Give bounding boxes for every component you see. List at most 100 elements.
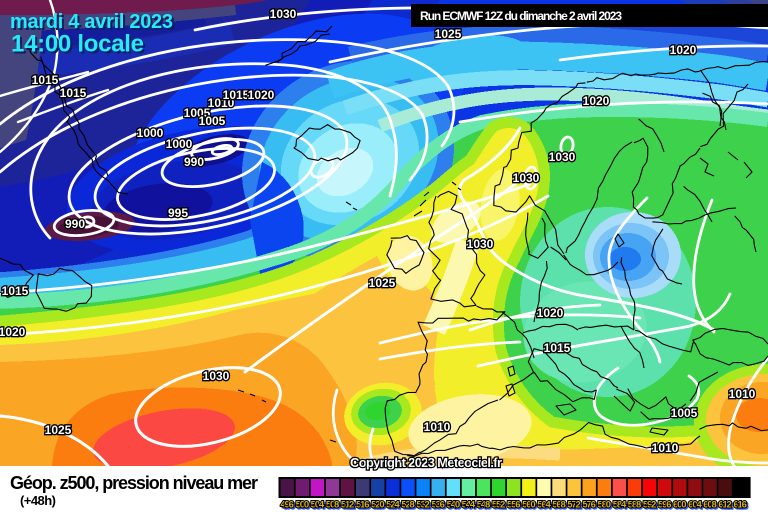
svg-text:512: 512 bbox=[341, 500, 355, 511]
svg-text:Run ECMWF 12Z du dimanche 2 av: Run ECMWF 12Z du dimanche 2 avril 2023 bbox=[420, 9, 622, 23]
svg-text:604: 604 bbox=[688, 500, 702, 511]
svg-text:592: 592 bbox=[644, 501, 658, 512]
svg-text:572: 572 bbox=[569, 501, 583, 512]
svg-text:1030: 1030 bbox=[549, 150, 576, 164]
svg-text:608: 608 bbox=[705, 501, 719, 512]
svg-text:588: 588 bbox=[628, 500, 642, 511]
svg-text:600: 600 bbox=[674, 501, 688, 512]
svg-text:576: 576 bbox=[582, 500, 596, 511]
svg-text:1020: 1020 bbox=[537, 306, 564, 320]
svg-text:524: 524 bbox=[386, 500, 400, 511]
svg-text:1020: 1020 bbox=[0, 325, 26, 339]
svg-text:568: 568 bbox=[552, 500, 566, 511]
svg-text:mardi 4 avril 2023: mardi 4 avril 2023 bbox=[12, 13, 175, 35]
svg-text:Copyright 2023 Meteociel.fr: Copyright 2023 Meteociel.fr bbox=[350, 455, 502, 470]
svg-text:524: 524 bbox=[388, 501, 402, 512]
svg-text:mardi 4 avril 2023: mardi 4 avril 2023 bbox=[10, 11, 173, 33]
svg-text:540: 540 bbox=[448, 501, 462, 512]
svg-text:1015: 1015 bbox=[60, 86, 87, 100]
svg-text:14:00 locale: 14:00 locale bbox=[11, 31, 144, 58]
svg-text:552: 552 bbox=[493, 501, 507, 512]
svg-text:1025: 1025 bbox=[369, 276, 396, 290]
svg-text:1000: 1000 bbox=[137, 126, 164, 140]
svg-text:508: 508 bbox=[326, 500, 340, 511]
svg-text:560: 560 bbox=[522, 500, 536, 511]
svg-text:(+48h): (+48h) bbox=[20, 493, 56, 508]
svg-text:516: 516 bbox=[357, 501, 371, 512]
svg-text:1020: 1020 bbox=[583, 94, 610, 108]
svg-text:500: 500 bbox=[297, 501, 311, 512]
svg-text:1020: 1020 bbox=[670, 43, 697, 57]
svg-text:1030: 1030 bbox=[513, 171, 540, 185]
svg-text:1015: 1015 bbox=[32, 73, 59, 87]
svg-text:1010: 1010 bbox=[729, 387, 756, 401]
svg-text:576: 576 bbox=[584, 501, 598, 512]
svg-text:1010: 1010 bbox=[652, 441, 679, 455]
svg-text:568: 568 bbox=[554, 501, 568, 512]
svg-text:544: 544 bbox=[462, 500, 476, 511]
svg-text:592: 592 bbox=[643, 500, 657, 511]
svg-text:572: 572 bbox=[567, 500, 581, 511]
svg-text:1030: 1030 bbox=[203, 369, 230, 383]
svg-text:496: 496 bbox=[280, 500, 294, 511]
svg-text:Géop. z500, pression niveau me: Géop. z500, pression niveau mer bbox=[10, 473, 258, 493]
svg-text:532: 532 bbox=[416, 500, 430, 511]
svg-text:548: 548 bbox=[478, 501, 492, 512]
svg-text:1005: 1005 bbox=[671, 406, 698, 420]
svg-text:990: 990 bbox=[65, 217, 85, 231]
svg-text:1020: 1020 bbox=[248, 88, 275, 102]
svg-text:520: 520 bbox=[371, 500, 385, 511]
svg-text:596: 596 bbox=[659, 501, 673, 512]
svg-text:540: 540 bbox=[447, 500, 461, 511]
svg-text:536: 536 bbox=[433, 501, 447, 512]
svg-text:504: 504 bbox=[312, 501, 326, 512]
svg-text:536: 536 bbox=[431, 500, 445, 511]
svg-text:556: 556 bbox=[508, 501, 522, 512]
svg-text:612: 612 bbox=[720, 501, 734, 512]
svg-text:512: 512 bbox=[342, 501, 356, 512]
svg-text:612: 612 bbox=[718, 500, 732, 511]
svg-text:528: 528 bbox=[403, 501, 417, 512]
svg-text:580: 580 bbox=[598, 500, 612, 511]
svg-text:504: 504 bbox=[311, 500, 325, 511]
svg-text:580: 580 bbox=[599, 501, 613, 512]
svg-text:564: 564 bbox=[539, 501, 553, 512]
svg-text:552: 552 bbox=[492, 500, 506, 511]
svg-text:1005: 1005 bbox=[184, 106, 211, 120]
svg-text:14:00 locale: 14:00 locale bbox=[13, 33, 146, 60]
svg-text:1025: 1025 bbox=[45, 423, 72, 437]
svg-text:1015: 1015 bbox=[2, 284, 29, 298]
svg-text:1005: 1005 bbox=[199, 114, 226, 128]
svg-text:1010: 1010 bbox=[424, 420, 451, 434]
svg-text:1015: 1015 bbox=[544, 341, 571, 355]
svg-text:544: 544 bbox=[463, 501, 477, 512]
svg-text:500: 500 bbox=[296, 500, 310, 511]
svg-text:990: 990 bbox=[184, 155, 204, 169]
svg-text:560: 560 bbox=[523, 501, 537, 512]
svg-text:1030: 1030 bbox=[270, 7, 297, 21]
svg-text:520: 520 bbox=[373, 501, 387, 512]
svg-text:1030: 1030 bbox=[467, 237, 494, 251]
svg-text:1015: 1015 bbox=[223, 88, 250, 102]
svg-text:604: 604 bbox=[690, 501, 704, 512]
svg-text:496: 496 bbox=[282, 501, 296, 512]
svg-text:608: 608 bbox=[703, 500, 717, 511]
svg-text:616: 616 bbox=[733, 500, 747, 511]
svg-text:584: 584 bbox=[613, 500, 627, 511]
svg-text:600: 600 bbox=[673, 500, 687, 511]
svg-text:508: 508 bbox=[327, 501, 341, 512]
svg-text:995: 995 bbox=[168, 206, 188, 220]
svg-text:548: 548 bbox=[477, 500, 491, 511]
svg-text:1000: 1000 bbox=[166, 137, 193, 151]
svg-text:556: 556 bbox=[507, 500, 521, 511]
svg-text:564: 564 bbox=[537, 500, 551, 511]
svg-text:1025: 1025 bbox=[435, 27, 462, 41]
svg-text:588: 588 bbox=[629, 501, 643, 512]
svg-text:596: 596 bbox=[658, 500, 672, 511]
svg-text:516: 516 bbox=[356, 500, 370, 511]
svg-text:584: 584 bbox=[614, 501, 628, 512]
svg-text:528: 528 bbox=[401, 500, 415, 511]
svg-text:532: 532 bbox=[418, 501, 432, 512]
svg-text:616: 616 bbox=[735, 501, 749, 512]
svg-text:1010: 1010 bbox=[208, 96, 235, 110]
